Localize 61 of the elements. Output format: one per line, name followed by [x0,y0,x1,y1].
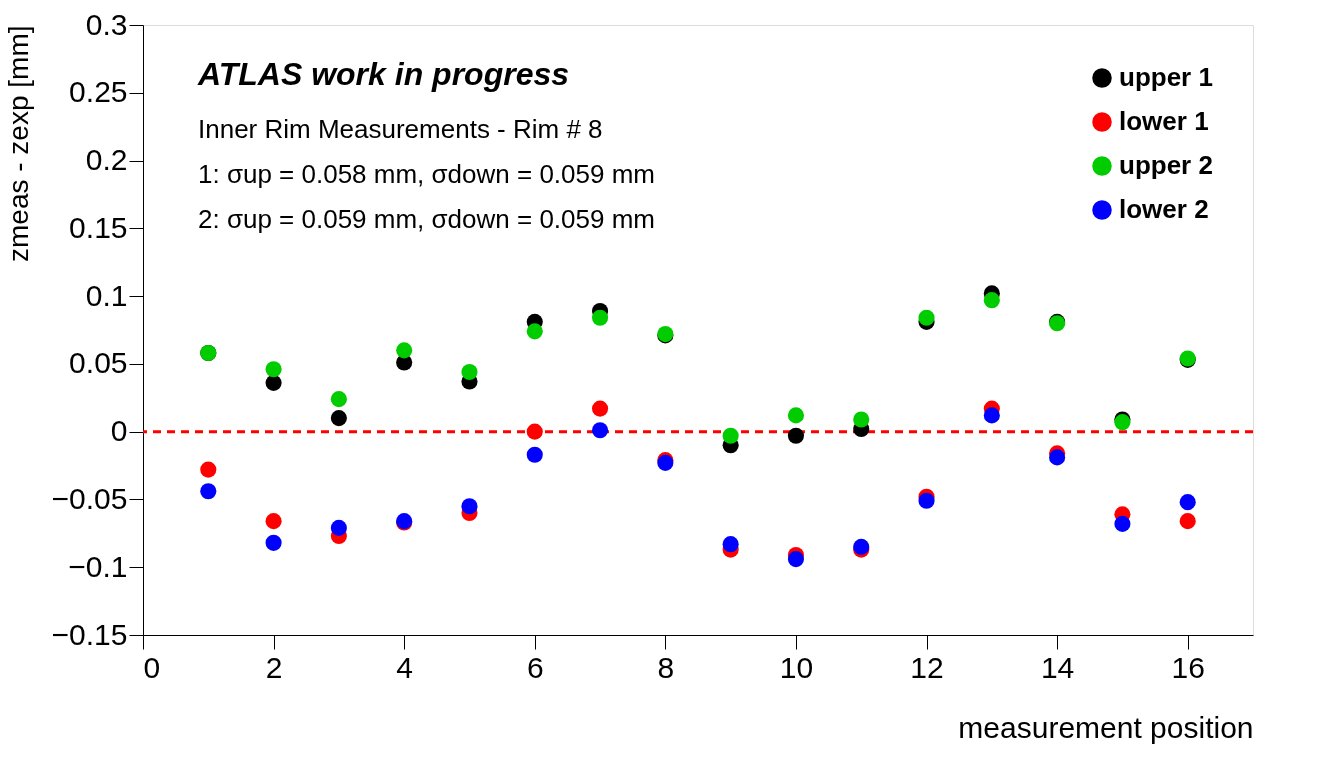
y-tick-label: 0.25 [69,75,128,109]
point [461,498,478,515]
y-tick-label: 0.1 [85,278,128,312]
x-tick-label: 8 [657,650,675,684]
point [330,391,347,408]
point [592,400,609,417]
point [592,309,609,326]
point [526,423,543,440]
y-tick-label: 0.2 [85,143,128,177]
annotation: 1: σup = 0.058 mm, σdown = 0.059 mm [198,159,655,189]
point [853,411,870,428]
x-tick-label: 12 [910,650,944,684]
point [265,361,282,378]
y-tick-label: 0.3 [85,7,128,41]
x-axis-title: measurement position [958,710,1254,744]
y-tick-label: −0.05 [51,481,128,515]
point [200,483,217,500]
point [983,292,1000,309]
point [1114,515,1131,532]
point [787,427,804,444]
point [265,374,282,391]
point [200,461,217,478]
point [918,492,935,509]
x-tick-label: 6 [526,650,544,684]
point [1179,513,1196,530]
point [461,363,478,381]
point [983,407,1000,424]
x-tick-label: 10 [779,650,814,684]
x-tick-label: 2 [265,650,283,684]
x-tick-label: 0 [143,650,161,684]
legend-label: upper 1 [1119,62,1213,92]
annotation: ATLAS work in progress [197,56,570,92]
legend-label: upper 2 [1119,150,1213,180]
x-tick-label: 16 [1171,650,1205,684]
point [526,323,543,340]
point [330,519,347,536]
point [592,422,609,439]
point [1179,494,1196,511]
point [1049,449,1066,466]
annotation: 2: σup = 0.059 mm, σdown = 0.059 mm [198,204,655,234]
legend-label: lower 2 [1119,194,1209,224]
point [396,342,413,359]
point [787,551,804,568]
point [787,407,804,424]
point [265,513,282,530]
y-tick-label: 0.05 [69,346,128,380]
x-tick-label: 4 [396,650,414,684]
y-tick-label: 0.15 [69,210,128,244]
point [526,446,543,463]
x-tick-label: 14 [1040,650,1075,684]
point [722,427,739,444]
y-axis-title: zmeas - zexp [mm] [2,25,34,262]
point [918,309,935,326]
y-tick-label: −0.15 [51,617,128,651]
point [330,410,347,427]
point [722,536,739,553]
y-tick-label: −0.1 [68,549,128,583]
point [265,534,282,551]
legend-label: lower 1 [1119,106,1209,136]
annotation: Inner Rim Measurements - Rim # 8 [198,114,603,144]
y-tick-label: 0 [110,414,128,448]
